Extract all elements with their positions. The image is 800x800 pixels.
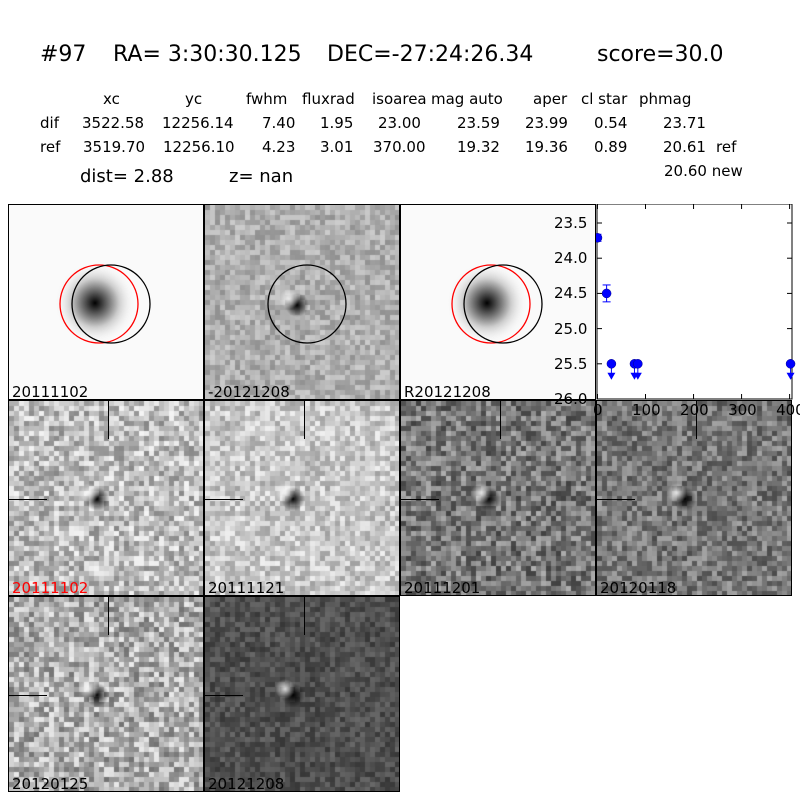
column-header: cl star [581, 90, 628, 108]
crosshair-vertical [500, 401, 501, 439]
image-cutout-stamp: 20111102 [8, 400, 204, 596]
candidate-id: #97 [40, 42, 87, 67]
score: score=30.0 [597, 42, 724, 67]
column-header: yc [185, 90, 203, 108]
light-curve-plot [596, 204, 796, 400]
row-suffix: ref [716, 138, 737, 156]
y-tick-label: 25.5 [554, 354, 588, 373]
image-cutout-stamp: 20111201 [400, 400, 596, 596]
detection-aperture-circle [71, 264, 151, 344]
crosshair-vertical [304, 597, 305, 635]
column-header: fwhm [246, 90, 288, 108]
crosshair-horizontal [9, 499, 47, 500]
cell-value: 0.89 [594, 138, 628, 156]
cell-value: 3519.70 [83, 138, 146, 156]
reference-aperture-circle [59, 264, 139, 344]
dist: dist= 2.88 [80, 166, 174, 187]
x-tick-label: 400 [776, 401, 800, 419]
cell-value: 3.01 [320, 138, 354, 156]
phmag-new: 20.60 new [664, 162, 743, 180]
upper-limit-arrow [633, 372, 642, 380]
data-point [785, 359, 796, 369]
cell-value: 12256.14 [162, 114, 234, 132]
cutout-date-label: 20120118 [600, 579, 677, 596]
cell-value: 23.71 [663, 114, 706, 132]
crosshair-vertical [696, 401, 697, 439]
cell-value: 4.23 [262, 138, 296, 156]
column-header: phmag [639, 90, 692, 108]
crosshair-horizontal [205, 499, 243, 500]
y-tick-label: 24.5 [554, 284, 588, 303]
column-header: fluxrad [302, 90, 355, 108]
cutout-date-label: 20120125 [12, 775, 89, 792]
column-header: xc [103, 90, 120, 108]
cell-value: 3522.58 [82, 114, 145, 132]
image-cutout-stamp: 20121208 [204, 596, 400, 792]
cutout-date-label: R20121208 [404, 383, 491, 400]
cell-value: 23.59 [457, 114, 500, 132]
image-cutout-stamp: 20120125 [8, 596, 204, 792]
cell-value: 23.00 [378, 114, 421, 132]
cell-value: 19.32 [457, 138, 500, 156]
cell-value: 370.00 [373, 138, 426, 156]
detection-aperture-circle [267, 264, 347, 344]
crosshair-horizontal [401, 499, 439, 500]
column-header: mag auto [431, 90, 503, 108]
cutout-date-label: 20111102 [12, 383, 89, 400]
cutout-date-label: 20111121 [208, 579, 285, 596]
y-tick-label: 25.0 [554, 319, 588, 338]
image-cutout-ref: 20111102 [8, 204, 204, 400]
upper-limit-arrow [607, 372, 616, 380]
cell-value: 19.36 [525, 138, 568, 156]
upper-limit-arrow [786, 372, 795, 380]
detection-aperture-circle [463, 264, 543, 344]
plot-area [596, 204, 793, 400]
cutout-date-label: 20121208 [208, 775, 285, 792]
crosshair-vertical [304, 401, 305, 439]
data-point [601, 288, 612, 299]
cutout-date-label: -20121208 [208, 383, 290, 400]
cell-value: 23.99 [525, 114, 568, 132]
cutout-date-label: 20111201 [404, 579, 481, 596]
data-point [596, 233, 603, 243]
row-label: dif [40, 114, 59, 132]
crosshair-vertical [108, 401, 109, 439]
y-tick-label: 24.0 [554, 249, 588, 268]
ra: RA= 3:30:30.125 [113, 42, 302, 67]
column-header: aper [533, 90, 568, 108]
data-point [606, 359, 617, 369]
cutout-date-label: 20111102 [12, 579, 89, 596]
image-cutout-diff: -20121208 [204, 204, 400, 400]
x-tick-label: 100 [632, 401, 661, 419]
crosshair-vertical [108, 597, 109, 635]
cell-value: 0.54 [594, 114, 628, 132]
x-tick-label: 200 [680, 401, 709, 419]
image-cutout-stamp: 20111121 [204, 400, 400, 596]
reference-aperture-circle [451, 264, 531, 344]
crosshair-horizontal [205, 695, 243, 696]
image-cutout-stamp: 20120118 [596, 400, 792, 596]
x-tick-label: 0 [592, 401, 603, 419]
redshift: z= nan [229, 166, 294, 187]
crosshair-horizontal [597, 499, 635, 500]
column-header: isoarea [372, 90, 427, 108]
x-tick-label: 300 [728, 401, 757, 419]
data-point [633, 359, 643, 369]
image-cutout-ref: R20121208 [400, 204, 596, 400]
cell-value: 1.95 [320, 114, 354, 132]
y-tick-label: 23.5 [554, 214, 588, 232]
y-tick-label: 26.0 [554, 390, 588, 408]
cell-value: 7.40 [262, 114, 296, 132]
dec: DEC=-27:24:26.34 [327, 42, 534, 67]
row-label: ref [40, 138, 61, 156]
cell-value: 20.61 [663, 138, 706, 156]
cell-value: 12256.10 [163, 138, 235, 156]
crosshair-horizontal [9, 695, 47, 696]
